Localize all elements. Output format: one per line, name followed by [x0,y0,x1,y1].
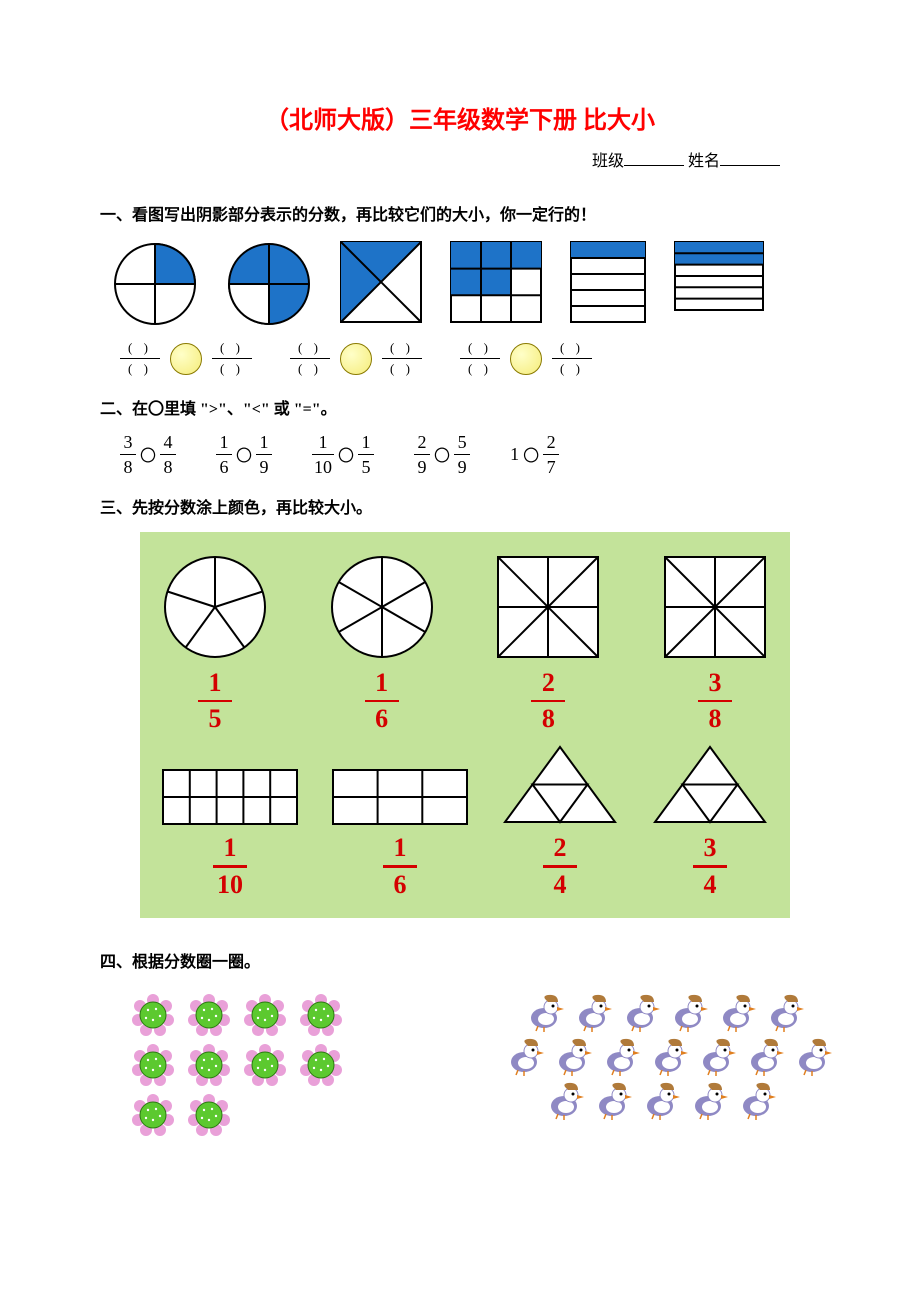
fraction-label: 110 [213,835,247,898]
compare-circle-small[interactable]: 〇 [140,442,156,466]
fraction-blank[interactable]: ( )( ) [552,341,592,377]
compare-circle-small[interactable]: 〇 [434,442,450,466]
compare-pair: 110 〇 15 [312,433,374,476]
pie-3of4-icon [224,239,314,329]
fraction-label: 15 [198,670,232,733]
grid-2x5-icon [160,767,300,827]
circle-5slice-icon [160,552,270,662]
flower-icon [242,992,288,1038]
fraction-blank[interactable]: ( )( ) [120,341,160,377]
q1-answer-row: ( )( ) ( )( ) ( )( ) ( )( ) ( )( ) ( )( … [120,341,820,377]
compare-pair: 1 〇 27 [510,433,559,476]
bird-icon [572,992,614,1032]
q1-figures [110,239,820,329]
rows-2of6-icon [672,239,766,313]
section-2-title: 二、在〇里填 ">"、"<" 或 "="。 [100,395,820,419]
fraction-label: 24 [543,835,577,898]
q4-row [130,992,820,1138]
section-1-title: 一、看图写出阴影部分表示的分数，再比较它们的大小，你一定行的！ [100,201,820,225]
page-title: （北师大版）三年级数学下册 比大小 [100,100,820,135]
section-4-title: 四、根据分数圈一圈。 [100,948,820,972]
bird-icon [736,1080,778,1120]
bird-icon [764,992,806,1032]
compare-circle[interactable] [340,343,372,375]
bird-row [504,1036,834,1076]
fraction-label: 34 [693,835,727,898]
bird-icon [668,992,710,1032]
triangle-4-icon [650,742,770,827]
bird-icon [744,1036,786,1076]
flower-icon [130,1042,176,1088]
bird-icon [696,1036,738,1076]
triangle-4-icon [500,742,620,827]
rows-1of5-icon [568,239,648,325]
compare-circle-small[interactable]: 〇 [338,442,354,466]
fraction-label: 38 [698,670,732,733]
flower-icon [298,1042,344,1088]
bird-icon [592,1080,634,1120]
circle-6slice-icon [327,552,437,662]
bird-icon [544,1080,586,1120]
fraction-label: 16 [383,835,417,898]
flower-row [130,992,344,1038]
compare-circle[interactable] [170,343,202,375]
square-diag-2of4-icon [338,239,424,325]
flower-row [130,1092,344,1138]
bird-icon [716,992,758,1032]
fraction-blank[interactable]: ( )( ) [460,341,500,377]
compare-circle-small[interactable]: 〇 [523,442,539,466]
flower-icon [186,992,232,1038]
compare-circle[interactable] [510,343,542,375]
fraction-blank[interactable]: ( )( ) [382,341,422,377]
flower-row [130,1042,344,1088]
fraction-blank[interactable]: ( )( ) [212,341,252,377]
name-blank[interactable] [720,149,780,166]
class-label: 班级 [592,153,624,170]
fraction-label: 28 [531,670,565,733]
square-8tri-icon [493,552,603,662]
compare-pair: 29 〇 59 [414,433,470,476]
pie-1of4-icon [110,239,200,329]
compare-circle-small[interactable]: 〇 [236,442,252,466]
bird-row [524,992,834,1032]
bird-icon [620,992,662,1032]
flower-icon [242,1042,288,1088]
square-8tri-icon [660,552,770,662]
compare-pair: 38 〇 48 [120,433,176,476]
bird-icon [688,1080,730,1120]
bird-grid [504,992,834,1138]
compare-pair: 16 〇 19 [216,433,272,476]
flower-grid [130,992,344,1138]
bird-icon [792,1036,834,1076]
q3-green-panel: 15 16 28 [140,532,790,918]
fraction-label: 16 [365,670,399,733]
grid-2x3-icon [330,767,470,827]
grid-3x3-5of9-icon [448,239,544,325]
bird-icon [504,1036,546,1076]
flower-icon [130,992,176,1038]
fraction-blank[interactable]: ( )( ) [290,341,330,377]
whole-one: 1 [510,444,519,465]
flower-icon [186,1042,232,1088]
flower-icon [186,1092,232,1138]
bird-row [544,1080,834,1120]
bird-icon [640,1080,682,1120]
flower-icon [130,1092,176,1138]
section-3-title: 三、先按分数涂上颜色，再比较大小。 [100,494,820,518]
bird-icon [600,1036,642,1076]
bird-icon [648,1036,690,1076]
class-blank[interactable] [624,149,684,166]
name-line: 班级 姓名 [100,147,820,171]
name-label: 姓名 [688,153,720,170]
bird-icon [524,992,566,1032]
flower-icon [298,992,344,1038]
q2-row: 38 〇 48 16 〇 19 110 〇 15 29 〇 59 1 〇 27 [120,433,820,476]
bird-icon [552,1036,594,1076]
